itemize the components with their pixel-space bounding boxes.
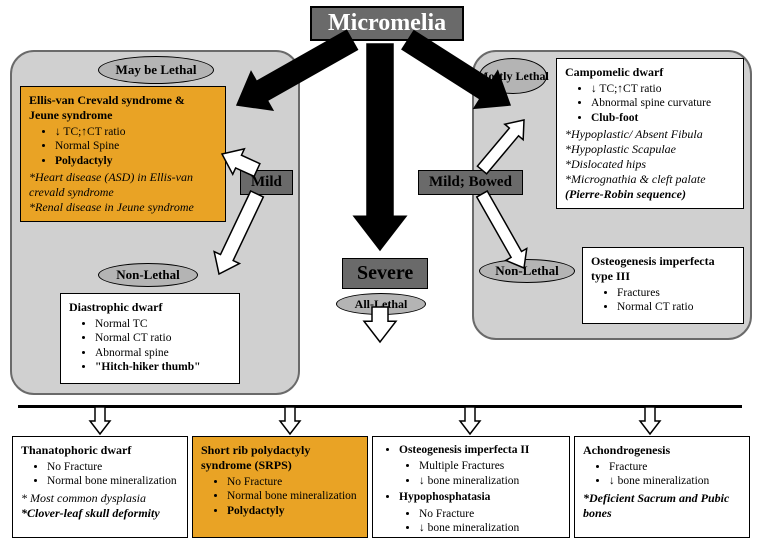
title: Micromelia (310, 6, 464, 41)
note: *Dislocated hips (565, 157, 735, 172)
badge-all-lethal: All-Lethal (336, 293, 426, 315)
heading: Achondrogenesis (583, 443, 741, 458)
note: *Clover-leaf skull deformity (21, 506, 179, 521)
severity-mild-bowed: Mild; Bowed (418, 170, 523, 195)
box-srps: Short rib polydactyly syndrome (SRPS) No… (192, 436, 368, 538)
badge-mostly-lethal: Mostly Lethal (479, 58, 547, 94)
severity-mild: Mild (240, 170, 293, 195)
bullet-list: Fractures Normal CT ratio (591, 286, 735, 315)
note: *Deficient Sacrum and Pubic bones (583, 491, 741, 521)
bullet-list: No Fracture ↓ bone mineralization (379, 507, 563, 536)
badge-may-be-lethal: May be Lethal (98, 56, 214, 84)
heading: Ellis-van Crevald syndrome & Jeune syndr… (29, 93, 217, 123)
note: * Most common dysplasia (21, 491, 179, 506)
heading: Thanatophoric dwarf (21, 443, 179, 458)
note: *Micrognathia & cleft palate (565, 172, 735, 187)
divider-line (18, 405, 742, 408)
box-campomelic: Campomelic dwarf ↓ TC;↑CT ratio Abnormal… (556, 58, 744, 209)
bullet-list: Normal TC Normal CT ratio Abnormal spine… (69, 317, 231, 375)
heading: Osteogenesis imperfecta type III (591, 254, 735, 284)
bullet-list: ↓ TC;↑CT ratio Normal Spine Polydactyly (29, 125, 217, 168)
badge-non-lethal-left: Non-Lethal (98, 263, 198, 287)
badge-non-lethal-right: Non-Lethal (479, 259, 575, 283)
sequence: (Pierre-Robin sequence) (565, 187, 735, 202)
bullet-list: No Fracture Normal bone mineralization (21, 460, 179, 489)
box-oi-type3: Osteogenesis imperfecta type III Fractur… (582, 247, 744, 324)
box-thanatophoric: Thanatophoric dwarf No Fracture Normal b… (12, 436, 188, 538)
note: *Hypoplastic Scapulae (565, 142, 735, 157)
heading: Diastrophic dwarf (69, 300, 231, 315)
box-oi2-hypo: Osteogenesis imperfecta II Multiple Frac… (372, 436, 570, 538)
box-ellis-jeune: Ellis-van Crevald syndrome & Jeune syndr… (20, 86, 226, 222)
box-diastrophic: Diastrophic dwarf Normal TC Normal CT ra… (60, 293, 240, 384)
group-1: Osteogenesis imperfecta II (379, 443, 563, 457)
heading: Campomelic dwarf (565, 65, 735, 80)
severity-severe: Severe (342, 258, 428, 289)
group-2: Hypophosphatasia (379, 490, 563, 504)
bullet-list: ↓ TC;↑CT ratio Abnormal spine curvature … (565, 82, 735, 125)
bullet-list: No Fracture Normal bone mineralization P… (201, 475, 359, 518)
bullet-list: Multiple Fractures ↓ bone mineralization (379, 459, 563, 488)
box-achondrogenesis: Achondrogenesis Fracture ↓ bone minerali… (574, 436, 750, 538)
bullet-list: Fracture ↓ bone mineralization (583, 460, 741, 489)
note: *Hypoplastic/ Absent Fibula (565, 127, 735, 142)
note: *Heart disease (ASD) in Ellis-van creval… (29, 170, 217, 200)
note: *Renal disease in Jeune syndrome (29, 200, 217, 215)
heading: Short rib polydactyly syndrome (SRPS) (201, 443, 359, 473)
